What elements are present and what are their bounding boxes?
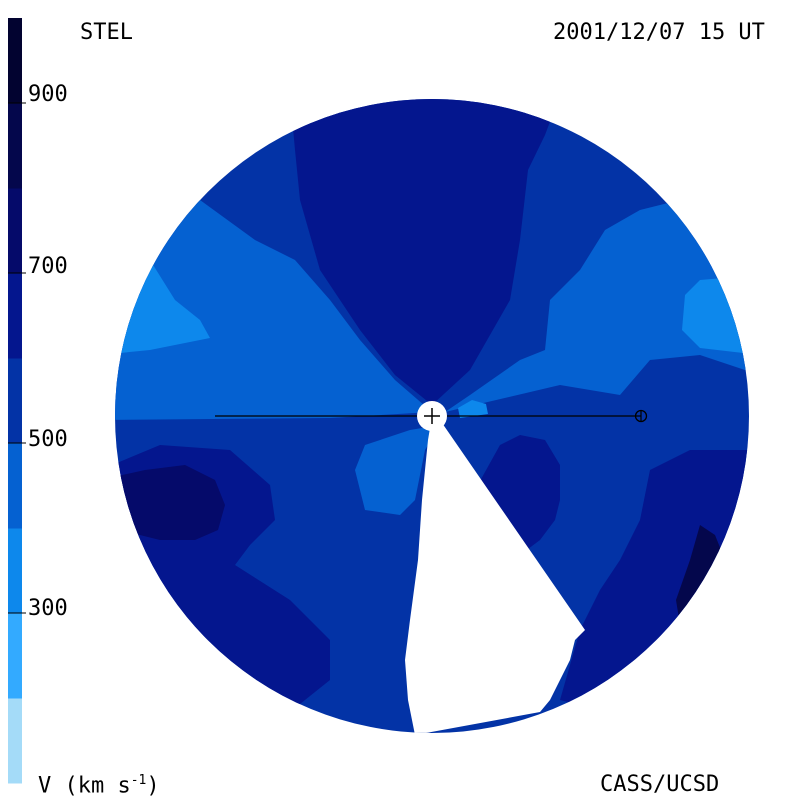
- credit-label: CASS/UCSD: [600, 772, 720, 797]
- colorbar-band-500: [8, 358, 22, 444]
- unit-exponent: -1: [130, 773, 147, 788]
- region-north-high: [290, 99, 560, 405]
- tick-label-500: 500: [28, 427, 68, 452]
- tick-label-700: 700: [28, 254, 68, 279]
- colorbar: [8, 18, 26, 784]
- colorbar-band-400: [8, 443, 22, 529]
- colorbar-band-700: [8, 188, 22, 274]
- colorbar-bands: [8, 18, 22, 784]
- colorbar-band-600: [8, 273, 22, 359]
- colorbar-band-300: [8, 528, 22, 614]
- colorbar-band-900: [8, 18, 22, 104]
- region-east-slow: [445, 180, 749, 412]
- colorbar-ticks: [8, 102, 26, 614]
- observatory-title: STEL: [80, 20, 133, 45]
- colorbar-band-800: [8, 103, 22, 189]
- timestamp: 2001/12/07 15 UT: [553, 20, 765, 45]
- colorbar-unit-label: V (km s-1): [38, 774, 160, 797]
- region-west-slow: [115, 200, 432, 420]
- unit-close: ): [146, 773, 160, 799]
- region-center-south: [355, 425, 440, 515]
- region-southwest-high: [115, 465, 225, 540]
- no-data-sector: [405, 416, 585, 733]
- region-southeast-high: [676, 525, 725, 625]
- colorbar-band-200: [8, 613, 22, 699]
- colorbar-band-100: [8, 698, 22, 784]
- region-inner-east: [458, 400, 488, 418]
- unit-label-text: V (km s: [38, 773, 131, 799]
- tick-label-300: 300: [28, 596, 68, 621]
- tick-label-900: 900: [28, 82, 68, 107]
